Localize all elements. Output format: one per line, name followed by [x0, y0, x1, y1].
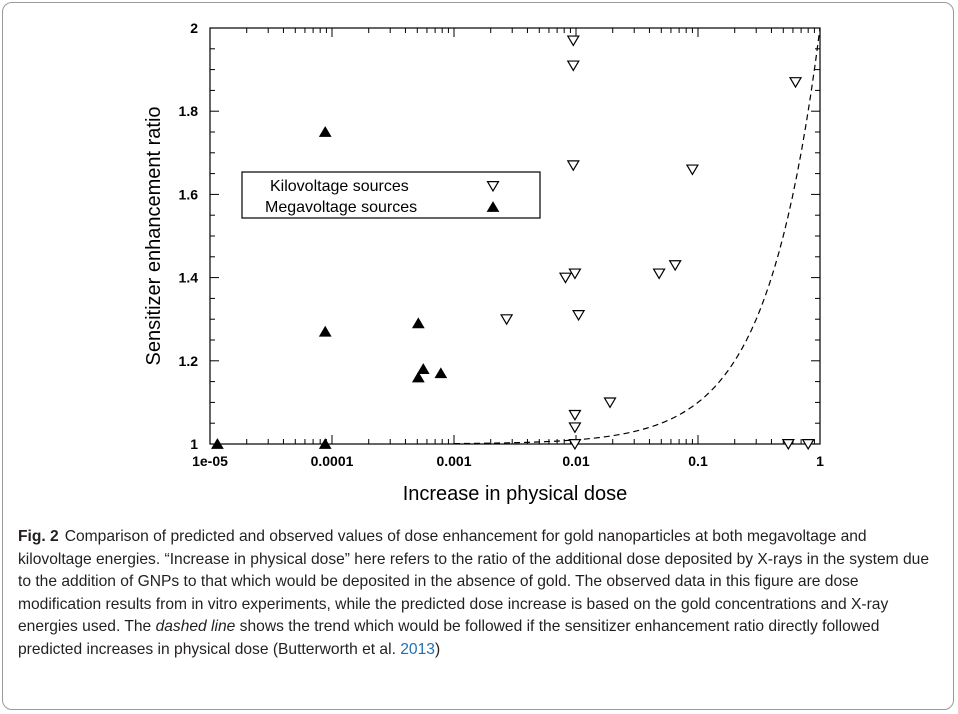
kilovoltage-point	[566, 35, 580, 47]
legend-marker-megavoltage	[486, 201, 500, 212]
legend-marker-kilovoltage	[486, 181, 500, 193]
legend: Kilovoltage sources Megavoltage sources	[241, 171, 541, 219]
x-tick-label: 0.1	[688, 453, 708, 469]
kilovoltage-point	[568, 409, 582, 422]
y-axis-title: Sensitizer enhancement ratio	[143, 106, 165, 365]
figure-caption: Fig. 2 Comparison of predicted and observ…	[18, 526, 938, 661]
caption-label: Fig. 2	[18, 528, 59, 545]
trend-line	[453, 27, 821, 445]
caption-italic: dashed line	[155, 618, 236, 635]
megavoltage-point	[416, 363, 430, 375]
caption-text-3: )	[434, 640, 441, 658]
y-tick-label: 1.4	[179, 270, 199, 286]
kilovoltage-point	[568, 268, 582, 280]
kilovoltage-point	[558, 272, 573, 284]
axis-ticks	[209, 27, 820, 445]
kilovoltage-point	[652, 268, 666, 280]
x-tick-label: 0.0001	[311, 453, 354, 469]
x-tick-label: 1e-05	[192, 453, 228, 469]
x-axis-title: Increase in physical dose	[403, 483, 628, 505]
kilovoltage-point	[668, 260, 682, 272]
kilovoltage-point	[568, 422, 582, 434]
kilovoltage-point	[801, 439, 815, 451]
y-tick-label: 1.2	[179, 353, 199, 369]
y-tick-label: 2	[190, 20, 198, 36]
y-tick-labels: 1 1.2 1.4 1.6 1.8 2	[179, 20, 199, 452]
kilovoltage-point	[568, 439, 582, 451]
kilovoltage-point	[566, 160, 580, 172]
legend-label-megavoltage: Megavoltage sources	[265, 199, 417, 216]
megavoltage-point	[411, 317, 425, 329]
caption-text-1: Comparison of predicted and observed val…	[18, 528, 930, 635]
megavoltage-point	[434, 367, 448, 379]
kilovoltage-point	[603, 397, 617, 409]
data-points	[211, 35, 815, 451]
kilovoltage-point	[500, 314, 514, 326]
x-tick-label: 1	[816, 453, 824, 469]
megavoltage-point	[318, 325, 332, 337]
kilovoltage-point	[566, 60, 580, 72]
megavoltage-point	[211, 438, 224, 449]
legend-label-kilovoltage: Kilovoltage sources	[270, 178, 409, 195]
kilovoltage-point	[781, 439, 795, 451]
megavoltage-point	[318, 126, 332, 137]
scatter-chart: 1e-05 0.0001 0.001 0.01 0.1 1 11.21.41.61.82 …	[143, 20, 824, 505]
x-tick-label: 0.001	[436, 453, 471, 469]
kilovoltage-point	[788, 77, 803, 89]
plot-area	[209, 27, 821, 445]
y-tick-label: 1.8	[179, 103, 199, 119]
kilovoltage-point	[572, 310, 586, 322]
x-tick-labels: 1e-05 0.0001 0.001 0.01 0.1 1	[192, 453, 824, 469]
megavoltage-point	[318, 438, 332, 449]
x-tick-label: 0.01	[562, 453, 589, 469]
caption-text-2: shows the trend which would be followed …	[18, 618, 880, 658]
megavoltage-point	[411, 371, 425, 383]
y-tick-label: 1.6	[179, 186, 199, 202]
citation-link[interactable]: 2013	[400, 640, 435, 658]
y-tick-label: 1	[190, 436, 198, 452]
kilovoltage-point	[685, 164, 699, 176]
